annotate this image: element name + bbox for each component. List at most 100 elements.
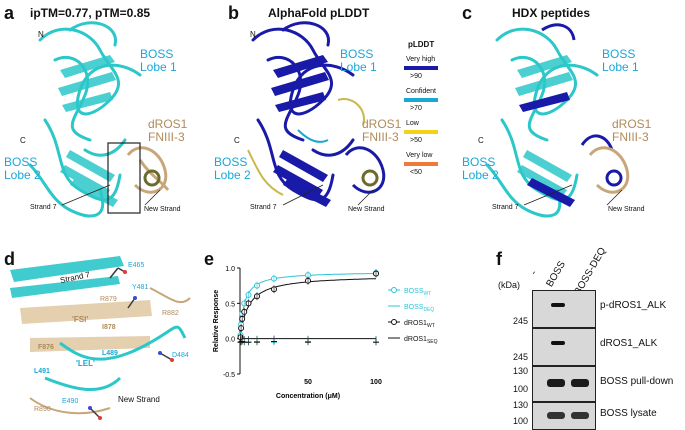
panel-c: c HDX peptides C BOSS L bbox=[462, 0, 685, 240]
panel-b-structure bbox=[247, 21, 386, 207]
legend-threshold-very-high: >90 bbox=[410, 73, 422, 80]
band bbox=[547, 379, 565, 387]
label-l491: L491 bbox=[34, 368, 50, 375]
blot-dros1-alk bbox=[532, 328, 596, 366]
label-r882: R882 bbox=[162, 310, 179, 317]
b-boss-lobe2-line2: Lobe 2 bbox=[214, 168, 251, 182]
dros1-label: dROS1 FNIII-3 bbox=[148, 118, 187, 144]
panel-d: d E465 Strand 7 Y481 R879 R882 'FSI' bbox=[0, 248, 200, 430]
legend-label-very-high: Very high bbox=[406, 56, 436, 63]
boss-lobe1-line1: BOSS bbox=[140, 47, 174, 61]
marker-130-c: 130 bbox=[512, 366, 528, 376]
b-strand7-label: Strand 7 bbox=[250, 204, 277, 211]
marker-100-c: 100 bbox=[512, 384, 528, 394]
legend-subscript: DEQ bbox=[423, 307, 434, 313]
panel-letter-c: c bbox=[462, 3, 473, 23]
dros1-line2: FNIII-3 bbox=[148, 130, 185, 144]
c-dros1-line2: FNIII-3 bbox=[612, 130, 649, 144]
band bbox=[551, 341, 565, 345]
c-strand7-label: Strand 7 bbox=[492, 204, 519, 211]
y-tick-label: -0.5 bbox=[223, 372, 235, 379]
legend-subscript: WT bbox=[427, 323, 435, 329]
legend-swatch-confident bbox=[404, 98, 438, 102]
c-boss-lobe1-label: BOSS Lobe 1 bbox=[602, 48, 639, 74]
panel-a-structure bbox=[28, 21, 170, 218]
b-boss-lobe1-label: BOSS Lobe 1 bbox=[340, 48, 377, 74]
c-boss-lobe2-line2: Lobe 2 bbox=[462, 168, 499, 182]
y-tick-label: 1.0 bbox=[225, 266, 235, 273]
c-dros1-label: dROS1 FNIII-3 bbox=[612, 118, 651, 144]
panel-letter-e: e bbox=[204, 249, 215, 269]
dros1-line1: dROS1 bbox=[148, 117, 188, 131]
label-d484: D484 bbox=[172, 352, 189, 359]
label-e465: E465 bbox=[128, 262, 145, 269]
panel-letter-f: f bbox=[496, 249, 502, 269]
c-new-strand-label: New Strand bbox=[608, 206, 645, 213]
new-strand-label: New Strand bbox=[144, 206, 181, 213]
band bbox=[547, 412, 565, 419]
legend-marker bbox=[391, 287, 397, 293]
legend-subscript: WT bbox=[423, 291, 431, 297]
label-e490: E490 bbox=[62, 398, 79, 405]
panel-c-title: HDX peptides bbox=[512, 6, 591, 20]
panel-d-closeup bbox=[10, 256, 191, 420]
lane-label-neg: - bbox=[528, 268, 540, 277]
c-boss-lobe1-line1: BOSS bbox=[602, 47, 636, 61]
b-boss-lobe2-line1: BOSS bbox=[214, 155, 248, 169]
b-dros1-line2: FNIII-3 bbox=[362, 130, 399, 144]
label-f876: F876 bbox=[38, 344, 54, 351]
y-tick-label: 0.5 bbox=[225, 301, 235, 308]
legend-swatch-very-low bbox=[404, 162, 438, 166]
x-tick-label: 50 bbox=[304, 379, 312, 386]
boss-lobe2-line1: BOSS bbox=[4, 155, 38, 169]
c-term-label: C bbox=[20, 136, 26, 145]
blot-boss-lysate bbox=[532, 402, 596, 430]
marker-245-a: 245 bbox=[512, 316, 528, 326]
legend-threshold-confident: >70 bbox=[410, 105, 422, 112]
c-c-term-label: C bbox=[478, 136, 484, 145]
blot-label-boss-pulldown: BOSS pull-down bbox=[600, 376, 674, 387]
boss-lobe1-label: BOSS Lobe 1 bbox=[140, 48, 177, 74]
c-boss-lobe2-line1: BOSS bbox=[462, 155, 496, 169]
strand7-label: Strand 7 bbox=[30, 204, 57, 211]
legend-threshold-low: >50 bbox=[410, 137, 422, 144]
label-i878: I878 bbox=[102, 324, 116, 331]
b-boss-lobe2-label: BOSS Lobe 2 bbox=[214, 156, 251, 182]
legend-label: BOSSWT bbox=[404, 288, 431, 297]
legend-item-very-high: Very high >90 bbox=[404, 56, 458, 86]
b-boss-lobe1-line1: BOSS bbox=[340, 47, 374, 61]
band bbox=[551, 303, 565, 307]
x-axis-label: Concentration (μM) bbox=[276, 393, 340, 400]
marker-130-d: 130 bbox=[512, 400, 528, 410]
label-r890: R890 bbox=[34, 406, 51, 413]
legend-subscript: SEQ bbox=[427, 339, 438, 345]
legend-item-low: Low >50 bbox=[404, 120, 458, 150]
legend-item-confident: Confident >70 bbox=[404, 88, 458, 118]
label-r879: R879 bbox=[100, 296, 117, 303]
blot-label-p-dros1-alk: p-dROS1_ALK bbox=[600, 300, 667, 311]
legend-item-very-low: Very low <50 bbox=[404, 152, 458, 182]
legend-threshold-very-low: <50 bbox=[410, 169, 422, 176]
c-dros1-line1: dROS1 bbox=[612, 117, 652, 131]
panel-letter-b: b bbox=[228, 3, 239, 23]
blot-label-boss-lysate: BOSS lysate bbox=[600, 408, 657, 419]
panel-a: a ipTM=0.77, pTM=0.85 N C BOSS bbox=[0, 0, 225, 240]
panel-letter-a: a bbox=[4, 3, 15, 23]
blot-label-dros1-alk: dROS1_ALK bbox=[600, 338, 658, 349]
x-tick-label: 100 bbox=[370, 379, 382, 386]
legend-label-low: Low bbox=[406, 120, 419, 127]
boss-lobe1-line2: Lobe 1 bbox=[140, 60, 177, 74]
panel-a-title: ipTM=0.77, pTM=0.85 bbox=[30, 6, 151, 20]
boss-lobe2-label: BOSS Lobe 2 bbox=[4, 156, 41, 182]
kda-label: (kDa) bbox=[498, 280, 520, 290]
lane-label-boss: BOSS bbox=[544, 259, 568, 289]
blot-p-dros1-alk bbox=[532, 290, 596, 328]
b-new-strand-label: New Strand bbox=[348, 206, 385, 213]
marker-245-b: 245 bbox=[512, 352, 528, 362]
b-boss-lobe1-line2: Lobe 1 bbox=[340, 60, 377, 74]
band bbox=[571, 379, 589, 387]
legend-label: dROS1SEQ bbox=[404, 336, 438, 345]
plddt-legend: pLDDT Very high >90 Confident >70 Low >5… bbox=[404, 40, 458, 190]
label-l489: L489 bbox=[102, 350, 118, 357]
blot-boss-pulldown bbox=[532, 366, 596, 402]
